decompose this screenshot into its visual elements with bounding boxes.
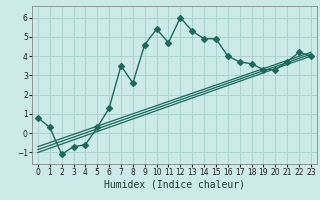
X-axis label: Humidex (Indice chaleur): Humidex (Indice chaleur) xyxy=(104,180,245,190)
